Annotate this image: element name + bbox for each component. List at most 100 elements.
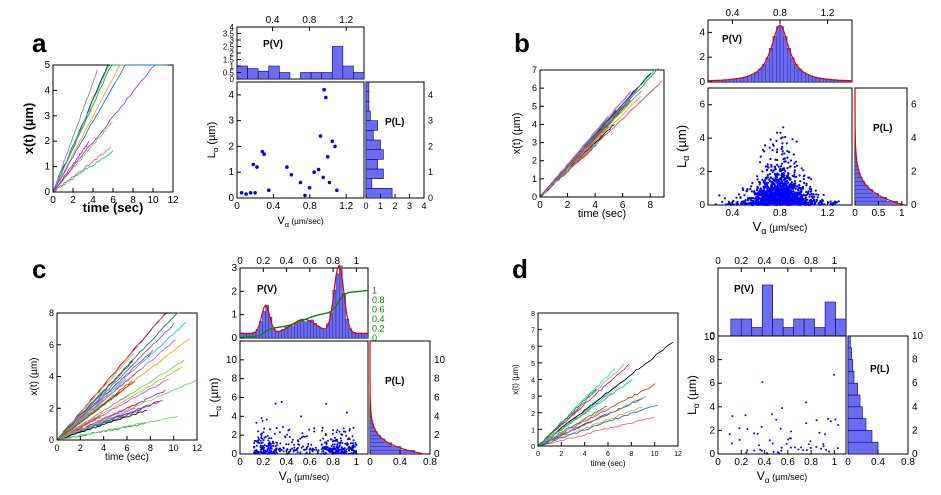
scatter-point bbox=[779, 187, 782, 191]
scatter-point bbox=[789, 446, 792, 449]
tick-label: 0 bbox=[709, 449, 715, 460]
scatter-point bbox=[274, 402, 277, 405]
scatter-point bbox=[815, 200, 818, 203]
scatter-point bbox=[264, 450, 267, 453]
scatter-point bbox=[308, 428, 311, 431]
scatter-point bbox=[343, 452, 345, 455]
scatter-point bbox=[793, 173, 796, 176]
tick-label: 2 bbox=[228, 141, 234, 152]
y-axis-label: Lα (µm) bbox=[207, 378, 223, 418]
scatter-point bbox=[756, 432, 759, 435]
scatter-point bbox=[265, 418, 268, 421]
histogram-bar bbox=[257, 70, 270, 80]
scatter-point bbox=[765, 169, 769, 172]
scatter-axes bbox=[236, 81, 365, 199]
scatter-point bbox=[787, 438, 790, 441]
scatter-point bbox=[820, 447, 823, 450]
tick-label: 0.6 bbox=[781, 457, 795, 468]
scatter-point bbox=[813, 198, 816, 201]
scatter-point bbox=[807, 443, 810, 446]
scatter-point bbox=[272, 444, 275, 447]
scatter-point bbox=[775, 186, 778, 190]
scatter-point bbox=[298, 180, 303, 185]
scatter-point bbox=[803, 174, 806, 177]
trajectory-line bbox=[57, 417, 115, 441]
scatter-point bbox=[273, 432, 276, 435]
scatter-point bbox=[809, 185, 812, 188]
scatter-point bbox=[753, 190, 756, 193]
tick-label: 4 bbox=[428, 90, 433, 100]
scatter-point bbox=[321, 446, 324, 449]
scatter-point bbox=[755, 188, 759, 192]
trajectory-line bbox=[56, 392, 120, 441]
scatter-point bbox=[255, 444, 258, 447]
scatter-point bbox=[265, 445, 268, 447]
histogram-bar bbox=[365, 130, 374, 141]
scatter-point bbox=[325, 443, 328, 446]
scatter-point bbox=[263, 427, 266, 430]
scatter-point bbox=[785, 184, 788, 187]
scatter-point bbox=[762, 201, 765, 204]
scatter-point bbox=[780, 137, 783, 140]
scatter-point bbox=[776, 131, 779, 134]
tick-label: 0.2 bbox=[256, 457, 270, 468]
scatter-point bbox=[764, 198, 767, 201]
scatter-point bbox=[260, 451, 263, 454]
histogram-bar bbox=[754, 71, 759, 83]
scatter-point bbox=[743, 194, 746, 197]
scatter-point bbox=[771, 143, 775, 146]
tick-label: 0.4 bbox=[280, 457, 294, 468]
scatter-point bbox=[275, 444, 278, 447]
trajectory-line bbox=[56, 416, 179, 441]
hist-label: P(L) bbox=[385, 117, 404, 128]
tick-label: 2 bbox=[531, 411, 535, 418]
scatter-point bbox=[803, 181, 806, 185]
scatter-point bbox=[768, 192, 771, 195]
scatter-point bbox=[288, 428, 291, 431]
scatter-point bbox=[789, 202, 792, 206]
tick-label: 2 bbox=[699, 167, 705, 178]
scatter-point bbox=[810, 192, 813, 196]
tick-label: 6 bbox=[231, 393, 237, 404]
scatter-point bbox=[348, 447, 351, 450]
scatter-point bbox=[351, 447, 354, 450]
tick-label: 0 bbox=[428, 193, 433, 203]
scatter-point bbox=[789, 184, 792, 187]
scatter-point bbox=[331, 447, 334, 450]
scatter-point bbox=[799, 191, 802, 194]
scatter-point bbox=[793, 162, 796, 165]
scatter-point bbox=[307, 443, 310, 445]
scatter-point bbox=[809, 190, 813, 193]
scatter-point bbox=[327, 180, 332, 185]
scatter-point bbox=[782, 126, 785, 129]
scatter-point bbox=[759, 197, 762, 200]
scatter-point bbox=[790, 197, 794, 200]
tick-label: 6 bbox=[532, 83, 537, 93]
tick-label: 1 bbox=[532, 174, 537, 184]
scatter-point bbox=[761, 178, 764, 181]
scatter-point bbox=[304, 435, 306, 438]
scatter-point bbox=[239, 191, 244, 195]
tick-label: 7 bbox=[531, 328, 535, 335]
x-axis-label: Vα (µm/sec) bbox=[757, 469, 808, 485]
tick-label: 4 bbox=[912, 402, 918, 413]
scatter-point bbox=[770, 169, 773, 172]
histogram-bar bbox=[303, 321, 308, 339]
fit-curve bbox=[708, 24, 852, 82]
scatter-point bbox=[756, 202, 759, 205]
histogram-bar bbox=[364, 333, 369, 339]
tick-label: 4 bbox=[44, 85, 50, 96]
scatter-point bbox=[769, 138, 772, 141]
tick-label: 2 bbox=[434, 430, 440, 441]
cdf-tick-label: 1 bbox=[372, 285, 377, 295]
scatter-point bbox=[351, 435, 354, 438]
tick-label: 1 bbox=[531, 427, 535, 434]
scatter-point bbox=[770, 198, 774, 201]
scatter-point bbox=[351, 449, 354, 451]
scatter-point bbox=[796, 200, 799, 203]
scatter-point bbox=[322, 450, 325, 453]
scatter-point bbox=[788, 177, 791, 180]
scatter-point bbox=[346, 438, 349, 441]
tick-label: 8 bbox=[49, 308, 54, 318]
scatter-point bbox=[746, 449, 749, 452]
